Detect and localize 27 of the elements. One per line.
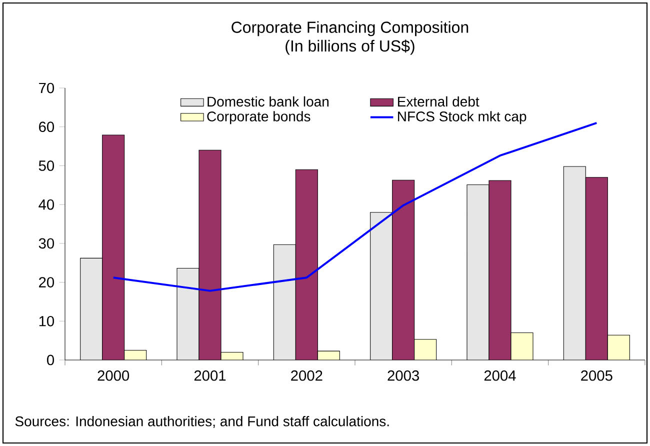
x-tick-label: 2004: [484, 370, 516, 381]
bar: [370, 212, 392, 360]
y-tick-label: 30: [38, 238, 54, 249]
x-tick-label: 2001: [194, 370, 226, 381]
y-tick-label: 50: [38, 160, 54, 171]
x-tick-label: 2005: [581, 370, 612, 381]
chart-subtitle: (In billions of US$): [286, 40, 414, 55]
y-tick-label: 20: [39, 277, 54, 288]
x-tick-label: 2002: [291, 370, 322, 381]
bar: [466, 184, 489, 360]
y-tick-label: 70: [39, 82, 54, 94]
y-tick-label: 60: [39, 122, 54, 132]
source-note: Sources: Indonesian authorities; and Fund staff calculations.: [15, 416, 389, 428]
chart-title: Corporate Financing Composition: [232, 21, 468, 36]
y-tick-label: 0: [47, 354, 54, 366]
legend-label: Domestic bank loan: [208, 96, 329, 107]
bar: [563, 166, 586, 360]
legend-label: External debt: [398, 96, 480, 107]
legend-label: Corporate bonds: [207, 111, 310, 124]
x-tick-label: 2003: [388, 370, 419, 381]
y-tick-label: 40: [38, 199, 54, 210]
legend-label: NFCS Stock mkt cap: [398, 111, 526, 124]
bar: [274, 244, 296, 360]
x-tick-label: 2000: [98, 370, 130, 381]
bar: [177, 268, 199, 360]
bar: [80, 258, 102, 360]
y-tick-label: 10: [39, 316, 54, 326]
